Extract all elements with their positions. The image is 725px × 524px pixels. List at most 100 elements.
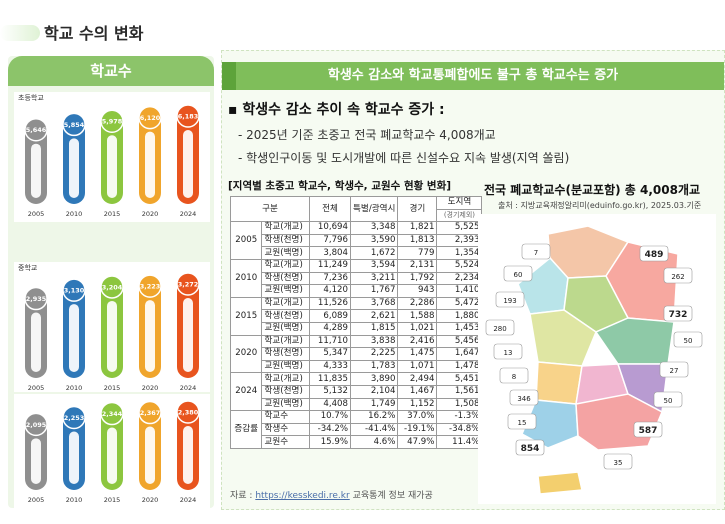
value-cell: 3,211	[349, 271, 399, 286]
value-label: 3,204	[102, 283, 123, 291]
value-cell: 3,348	[349, 221, 399, 235]
value-cell: 1,467	[397, 384, 438, 399]
col-header-total: 전체	[309, 195, 351, 223]
table-row: 학생(천명) 6,089 2,621 1,588 1,880	[231, 309, 483, 323]
value-cell: 4,408	[309, 397, 351, 412]
value-cell: 2,286	[397, 296, 438, 311]
value-cell: 3,890	[349, 372, 399, 386]
map-region	[535, 361, 583, 405]
table-source: 자료 : https://kesskedi.re.kr 교육통계 정보 재가공	[230, 488, 433, 501]
year-cell: 2010	[229, 258, 263, 298]
col-header-category: 구분	[230, 195, 310, 223]
value-cell: 1,821	[397, 221, 438, 235]
x-tick-label: 2020	[142, 384, 159, 392]
value-cell: 4,333	[309, 359, 351, 374]
value-cell: 4,289	[309, 321, 351, 336]
bar-inner	[31, 438, 41, 484]
value-cell: 1,152	[397, 397, 438, 412]
summary-banner: 학생수 감소와 학교통폐합에도 불구 총 학교수는 증가	[222, 62, 724, 90]
value-cell: 3,804	[309, 246, 351, 260]
value-cell: 1,475	[397, 347, 438, 361]
bar-inner	[183, 426, 193, 484]
table-row: 2020 학교(개교) 11,710 3,838 2,416 5,456	[229, 334, 483, 374]
map-source: 출처 : 지방교육재정알리미(eduinfo.go.kr), 2025.03.기…	[498, 201, 702, 210]
value-cell: 1,478	[436, 359, 483, 374]
value-cell: 943	[397, 284, 438, 298]
bar-cap	[62, 405, 86, 430]
summary-bullet: - 2025년 기준 초중고 전국 폐교학교수 4,008개교	[238, 128, 496, 142]
x-tick-label: 2024	[180, 384, 197, 392]
chart-title: 중학교	[18, 263, 38, 272]
value-label: 2,095	[26, 421, 47, 429]
bar-cap	[138, 105, 162, 130]
value-cell: 5,347	[309, 347, 351, 361]
value-cell: -34.2%	[309, 422, 351, 437]
value-cell: 1,354	[436, 246, 483, 260]
value-cell: -34.8%	[436, 422, 483, 437]
value-cell: 1,783	[349, 359, 399, 374]
source-link[interactable]: https://kesskedi.re.kr	[255, 491, 350, 501]
item-cell: 교원(백명)	[261, 284, 310, 298]
value-cell: 2,131	[397, 258, 438, 273]
value-cell: 6,089	[309, 309, 351, 323]
table-row: 교원(백명) 4,408 1,749 1,152 1,508	[231, 397, 483, 412]
value-label: 6,120	[140, 114, 161, 122]
header-decoration	[0, 25, 40, 41]
x-tick-label: 2015	[104, 496, 121, 504]
value-cell: 2,225	[349, 347, 399, 361]
value-cell: 1,813	[397, 233, 438, 248]
value-cell: 3,590	[349, 233, 399, 248]
x-tick-label: 2005	[28, 496, 45, 504]
bar-cap	[62, 278, 86, 302]
value-label: 2,344	[102, 410, 123, 418]
middle-chart: 중학교 2,935 2005 3,130 2010 3,204 2015 3,223 2020 3…	[14, 262, 210, 392]
item-cell: 학교(개교)	[261, 258, 310, 273]
value-cell: 10,694	[309, 221, 351, 235]
x-tick-label: 2020	[142, 210, 159, 218]
item-cell: 학생수	[261, 422, 310, 437]
value-label: 2,380	[178, 409, 199, 417]
map-label-box	[653, 391, 683, 408]
x-tick-label: 2010	[66, 210, 83, 218]
summary-bullet: - 학생인구이동 및 도시개발에 따른 신설수요 지속 발생(지역 쏠림)	[238, 151, 570, 165]
value-label: 2,935	[26, 295, 47, 303]
table-row: 교원(백명) 4,333 1,783 1,071 1,478	[231, 359, 483, 374]
item-cell: 교원(백명)	[261, 359, 310, 374]
bar-cap	[176, 272, 200, 296]
item-cell: 학교수	[261, 410, 310, 424]
map-label-box	[495, 291, 525, 308]
elementary-chart: 초등학교 5,646 2005 5,854 2010 5,978 2015 6,120 2020…	[14, 92, 210, 222]
value-cell: 5,456	[436, 334, 483, 349]
value-cell: 11,835	[309, 372, 351, 386]
source-suffix: 교육통계 정보 재가공	[349, 491, 433, 501]
map-region	[537, 471, 583, 495]
value-cell: 1,453	[436, 321, 483, 336]
value-cell: 1,071	[397, 359, 438, 374]
map-label-box	[603, 453, 633, 470]
table-row: 학생수 -34.2% -41.4% -19.1% -34.8%	[231, 422, 483, 437]
item-cell: 학교(개교)	[261, 334, 310, 349]
map-label: 7	[534, 249, 538, 257]
value-label: 2,367	[140, 409, 161, 417]
map-label-box	[485, 319, 515, 336]
value-cell: 1,508	[436, 397, 483, 412]
source-prefix: 자료 :	[230, 491, 256, 501]
value-cell: 1,647	[436, 347, 483, 361]
bar-cap	[138, 274, 162, 298]
high-chart: 고등학교2,09520052,25320102,34420152,3672020…	[14, 394, 210, 524]
x-tick-label: 2015	[104, 384, 121, 392]
x-tick-label: 2024	[180, 496, 197, 504]
map-label-box	[521, 243, 551, 260]
map-label-box	[663, 305, 693, 322]
value-cell: -1.3%	[436, 410, 483, 424]
year-cell: 2024	[229, 372, 263, 412]
value-label: 3,130	[64, 287, 85, 295]
value-cell: 5,524	[436, 258, 483, 273]
table-row: 증감률 학교수 10.7% 16.2% 37.0% -1.3%	[229, 410, 483, 449]
value-cell: 1,410	[436, 284, 483, 298]
value-cell: 3,594	[349, 258, 399, 273]
map-label-box	[493, 343, 523, 360]
table-row: 학생(천명) 7,236 3,211 1,792 2,234	[231, 271, 483, 286]
bar-inner	[69, 138, 79, 198]
year-cell: 2020	[229, 334, 263, 374]
